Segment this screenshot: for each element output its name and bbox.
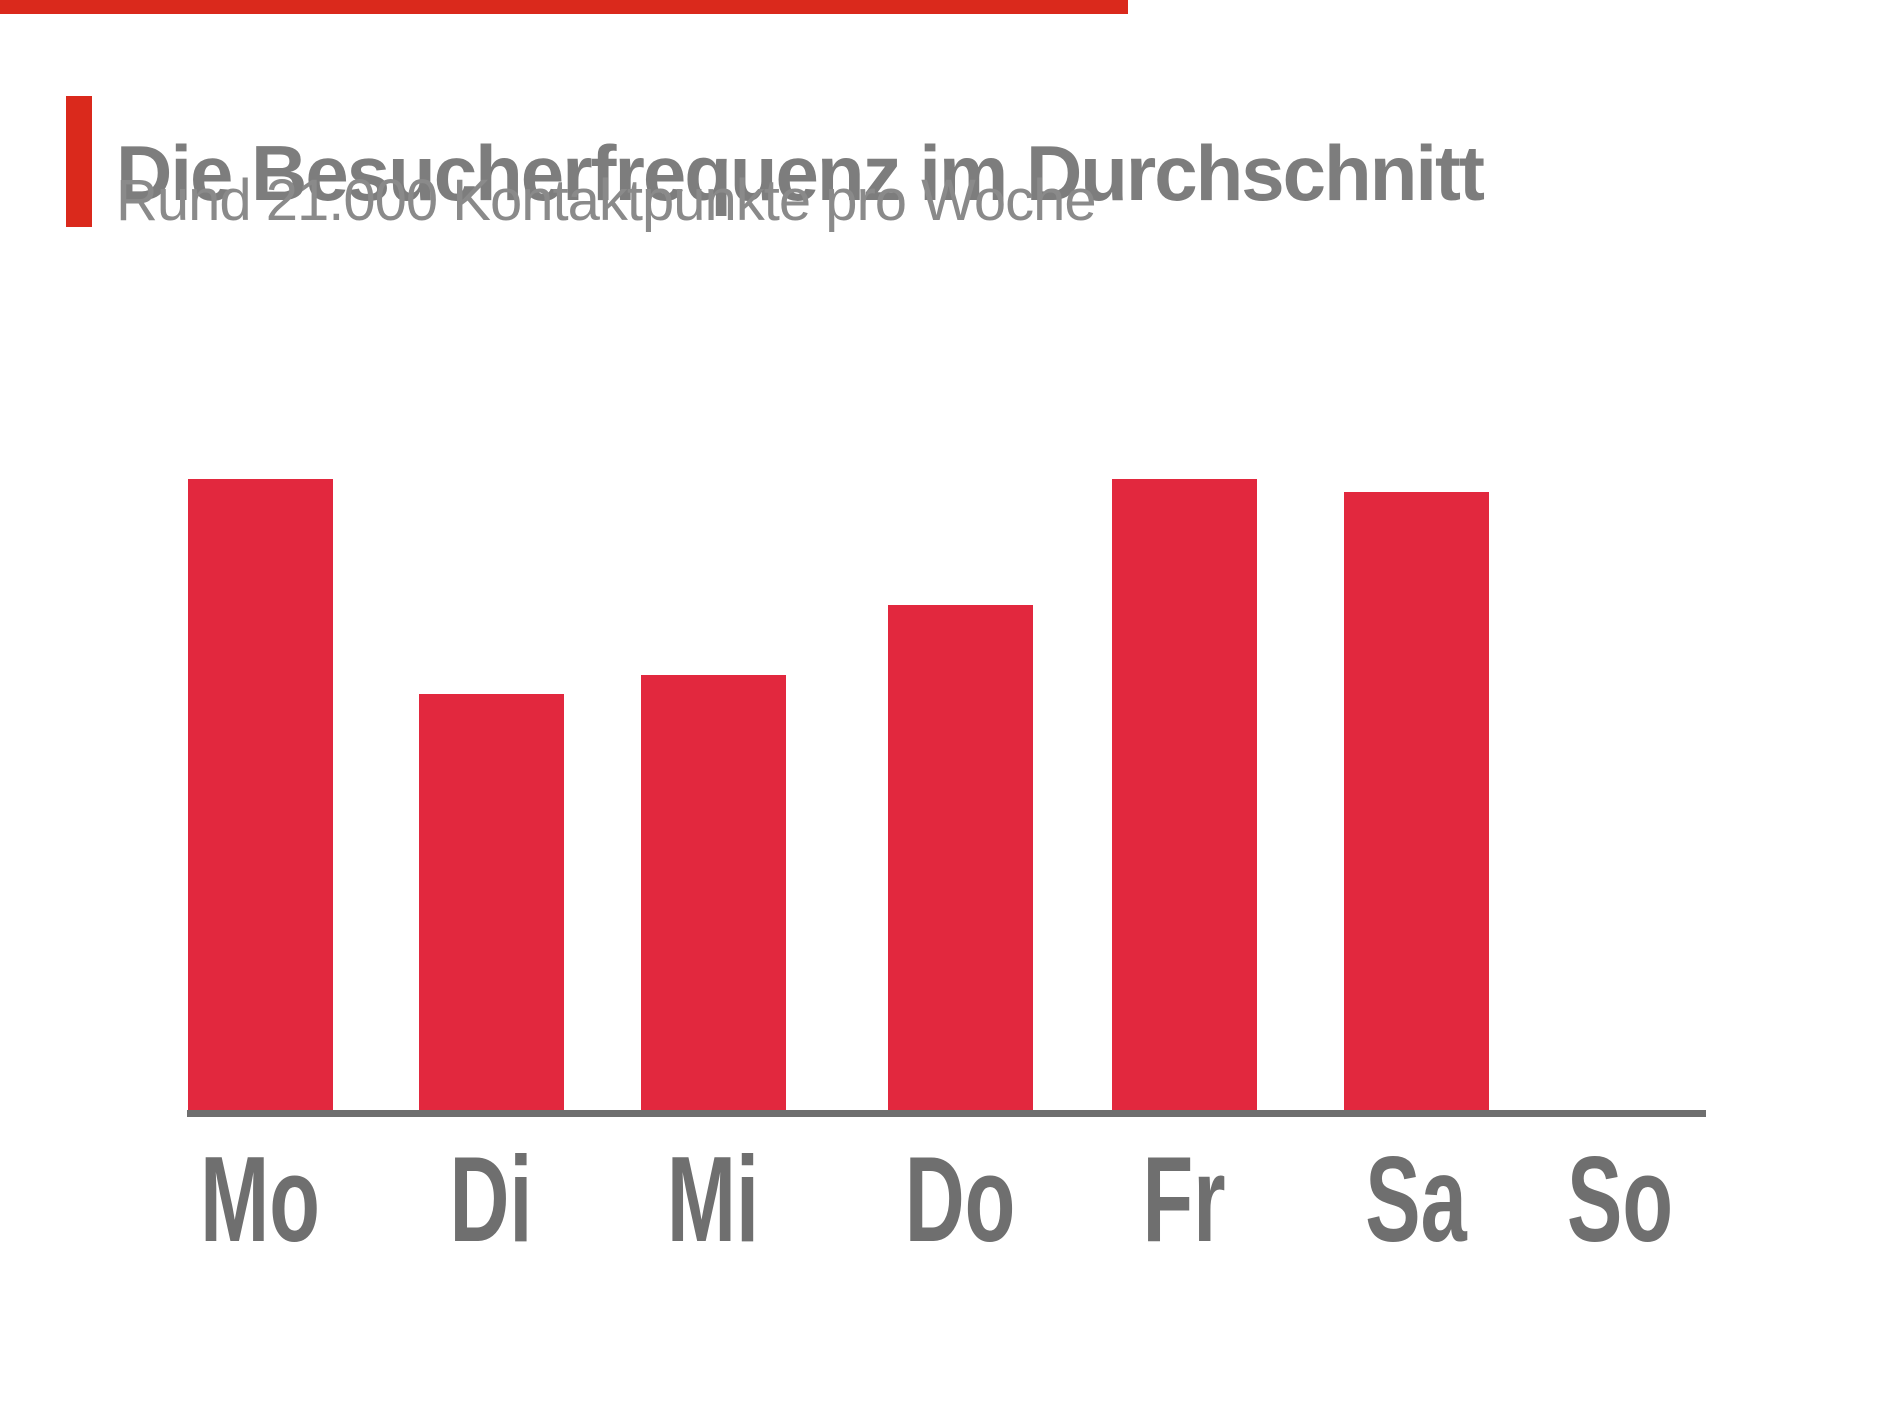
bar-mo [187, 479, 333, 1110]
x-axis-label-sa: Sa [1365, 1131, 1467, 1267]
x-axis-label-fr: Fr [1142, 1131, 1226, 1267]
bar-di [418, 694, 564, 1110]
page-title: Die Besucherfrequenz im Durchschnitt [116, 129, 1485, 218]
x-axis-label-do: Do [904, 1131, 1016, 1267]
bar-mi [640, 675, 786, 1110]
page-subtitle: Rund 21.000 Kontaktpunkte pro Woche [116, 168, 1097, 233]
title-accent-bar [66, 96, 92, 227]
x-axis-label-di: Di [449, 1131, 533, 1267]
top-accent-strip [0, 0, 1128, 14]
x-axis-label-so: So [1566, 1131, 1674, 1267]
bar-fr [1111, 479, 1257, 1110]
x-axis-label-mi: Mi [666, 1131, 760, 1267]
bar-sa [1343, 492, 1489, 1110]
x-axis-line [187, 1110, 1706, 1117]
x-axis-label-mo: Mo [200, 1131, 320, 1267]
bar-do [887, 605, 1033, 1110]
